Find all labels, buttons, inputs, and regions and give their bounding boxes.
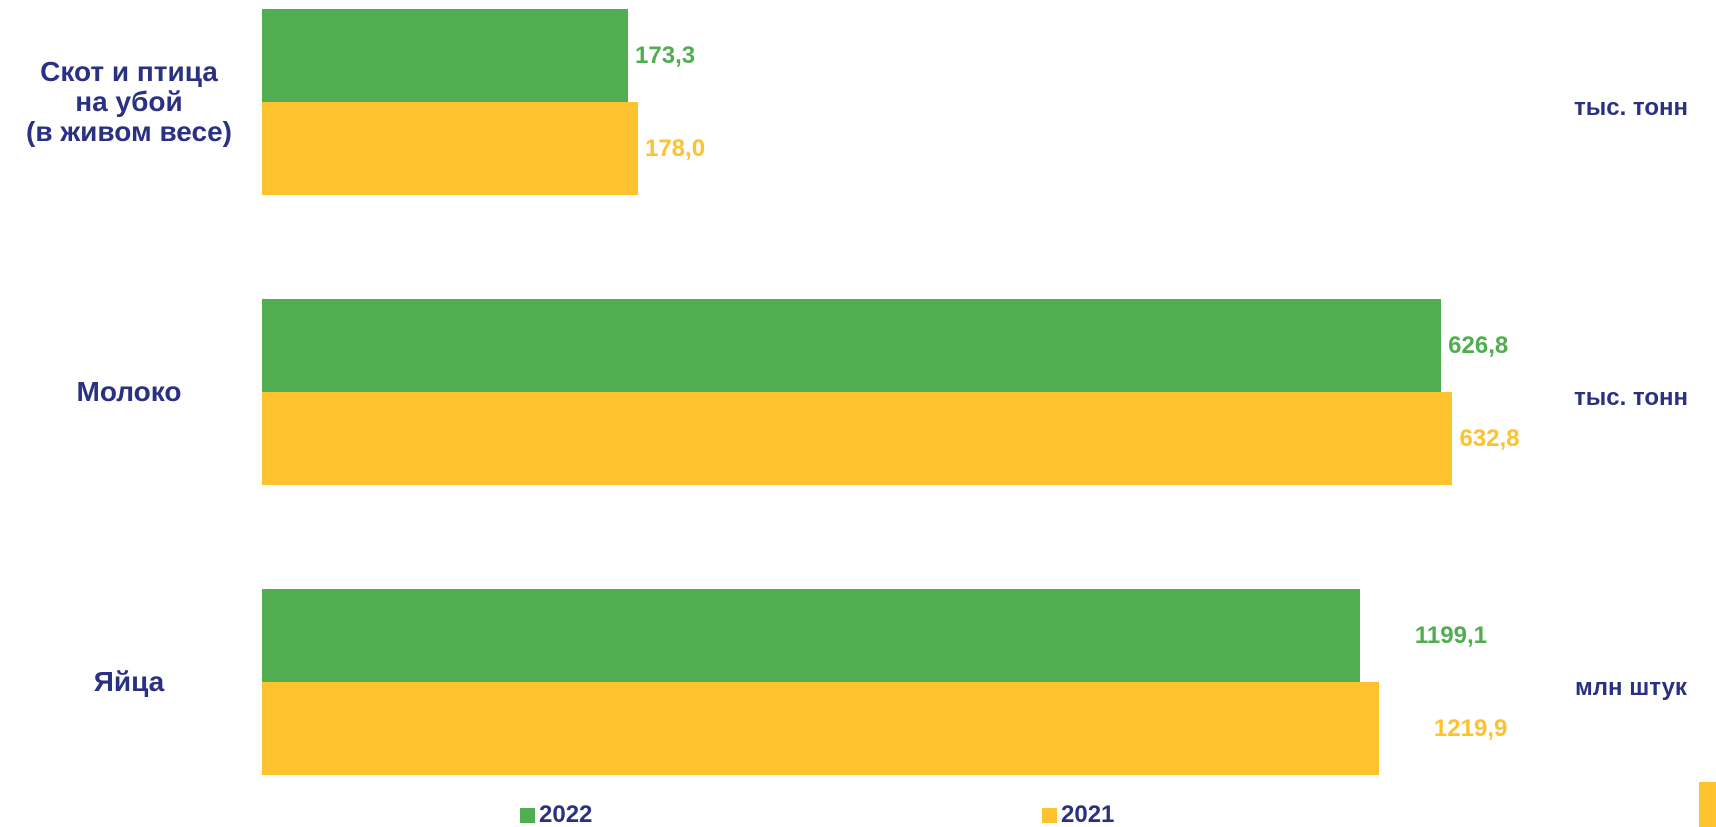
bar [262,299,1442,392]
bar [262,392,1453,485]
value-label: 173,3 [635,41,696,69]
bar [262,9,629,102]
category-label: Скот и птица на убой (в живом весе) [26,56,232,147]
legend-swatch [1042,808,1057,823]
bar [262,589,1360,682]
legend-swatch [520,808,535,823]
legend-label: 2021 [1061,801,1115,827]
category-label: Яйца [93,666,165,697]
category-label: Молоко [76,376,182,407]
bar [262,102,638,195]
value-label: 178,0 [644,134,706,162]
legend-label: 2022 [539,801,593,827]
bar [262,682,1379,775]
unit-label: тыс. тонн [1573,94,1689,121]
value-label: 626,8 [1448,331,1509,359]
decoration [1699,782,1716,827]
value-label: 632,8 [1459,424,1520,452]
unit-label: млн штук [1575,674,1687,701]
unit-label: тыс. тонн [1573,384,1689,411]
value-label: 1219,9 [1433,714,1508,742]
value-label: 1199,1 [1414,621,1487,649]
